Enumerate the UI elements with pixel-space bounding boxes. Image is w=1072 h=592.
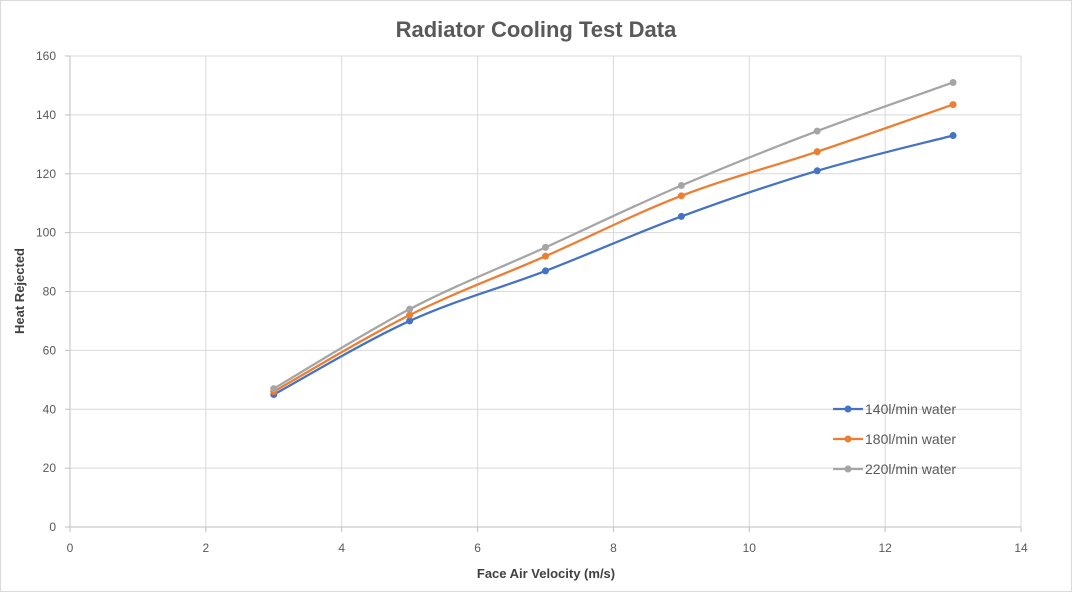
y-tick-label: 120 — [36, 167, 56, 181]
data-point — [677, 182, 685, 190]
x-tick-label: 6 — [474, 541, 481, 555]
legend-label: 180l/min water — [865, 431, 956, 447]
series-line — [273, 103, 954, 393]
gridlines — [70, 55, 1022, 527]
data-point — [813, 127, 821, 135]
legend-item: 140l/min water — [833, 401, 956, 417]
series-3 — [270, 78, 957, 393]
data-point — [270, 385, 278, 393]
y-tick-label: 160 — [36, 49, 56, 63]
x-tick-label: 12 — [878, 541, 892, 555]
legend-label: 140l/min water — [865, 401, 956, 417]
y-tick-label: 100 — [36, 226, 56, 240]
data-point — [542, 243, 549, 251]
y-tick-label: 140 — [36, 108, 56, 122]
x-tick-label: 8 — [610, 541, 617, 555]
data-point — [813, 148, 821, 156]
data-point — [949, 78, 957, 86]
legend-label: 220l/min water — [865, 461, 956, 477]
legend: 140l/min water 180l/min water 220l/min wat… — [833, 401, 956, 477]
data-point — [542, 252, 549, 260]
x-tick-label: 4 — [338, 541, 345, 555]
y-tick-label: 40 — [43, 402, 57, 416]
series-1 — [270, 131, 957, 399]
x-tick-label: 0 — [67, 541, 74, 555]
x-tick-label: 10 — [743, 541, 757, 555]
data-point — [406, 317, 414, 325]
series-group — [270, 78, 957, 399]
data-point — [949, 101, 957, 109]
y-tick-label: 60 — [43, 343, 57, 357]
legend-swatch-marker — [844, 435, 852, 443]
series-line — [273, 81, 954, 390]
data-point — [949, 131, 957, 139]
axes — [65, 55, 1022, 532]
y-axis-label: Heat Rejected — [12, 248, 27, 334]
y-tick-labels: 0 20 40 60 80 100 120 140 160 — [36, 49, 56, 534]
y-tick-label: 80 — [43, 285, 57, 299]
y-tick-label: 0 — [49, 520, 56, 534]
data-point — [406, 311, 414, 319]
data-point — [406, 305, 414, 313]
chart-title: Radiator Cooling Test Data — [396, 17, 677, 42]
x-axis-label: Face Air Velocity (m/s) — [477, 566, 615, 581]
data-point — [677, 212, 685, 220]
data-point — [542, 267, 549, 275]
legend-item: 180l/min water — [833, 431, 956, 447]
x-tick-label: 2 — [203, 541, 210, 555]
series-line — [273, 134, 954, 396]
legend-swatch-marker — [844, 465, 852, 473]
x-tick-labels: 0 2 4 6 8 10 12 14 — [67, 541, 1028, 555]
data-point — [677, 192, 685, 200]
data-point — [813, 167, 821, 175]
legend-swatch-marker — [844, 405, 852, 413]
x-tick-label: 14 — [1014, 541, 1028, 555]
legend-item: 220l/min water — [833, 461, 956, 477]
y-tick-label: 20 — [43, 461, 57, 475]
